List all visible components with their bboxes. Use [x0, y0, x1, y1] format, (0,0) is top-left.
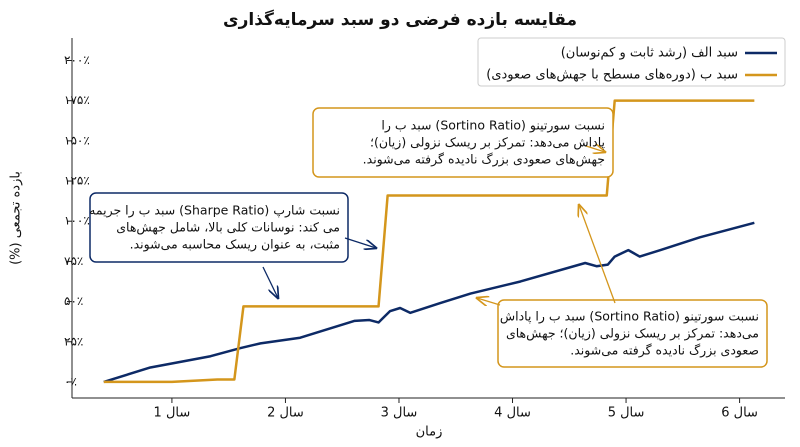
- legend-label: سبد الف (رشد ثابت و کم‌نوسان): [561, 46, 738, 61]
- x-tick-label: سال 2: [267, 406, 304, 421]
- annotation-arrow: [579, 205, 616, 304]
- annotation-text: می کند: نوسانات کلی بالا، شامل جهش‌های: [116, 220, 340, 236]
- chart-title: مقایسه بازده فرضی دو سبد سرمایه‌گذاری: [223, 9, 577, 30]
- y-tick-label: ۷۵٪: [64, 254, 83, 268]
- annotation-text: مثبت، به عنوان ریسک محاسبه می‌شوند.: [130, 237, 340, 253]
- y-tick-label: ۱۲۵٪: [64, 174, 90, 188]
- annotation-box: [89, 192, 349, 263]
- annotation-text: نسبت سورتینو (Sortino Ratio) سبد ب را: [381, 118, 605, 134]
- x-tick-label: سال 3: [381, 406, 418, 421]
- y-tick-label: ۲۵٪: [64, 334, 83, 348]
- annotation-arrow: [344, 237, 376, 248]
- y-tick-label: ۲۰۰٪: [64, 53, 90, 67]
- y-tick-label: ۱۰۰٪: [64, 214, 90, 228]
- y-tick-label: ۱۷۵٪: [64, 93, 90, 107]
- annotation-text: می‌دهد: تمرکز بر ریسک نزولی (زیان)؛ جهش‌…: [506, 326, 759, 342]
- annotation-box: [497, 299, 768, 368]
- legend-label: سبد ب (دوره‌های مسطح با جهش‌های صعودی): [486, 68, 738, 83]
- plot-area: ۰٪ ۲۵٪ ۵۰٪ ۷۵٪ ۱۰۰٪ ۱۲۵٪ ۱۵۰٪ ۱۷۵٪ ۲۰۰٪ سال 1 سال …: [64, 38, 785, 421]
- annotation-text: نسبت شارپ (Sharpe Ratio) سبد ب را جریمه: [89, 203, 340, 219]
- x-axis-label: زمان: [416, 425, 443, 440]
- y-axis-label: بازده تجمعی (%): [9, 171, 24, 265]
- y-tick-label: ۵۰٪: [64, 294, 83, 308]
- annotation-text: پاداش می‌دهد: تمرکز بر ریسک نزولی (زیان)…: [370, 135, 606, 151]
- y-tick-label: ۱۵۰٪: [64, 133, 90, 147]
- annotation-arrow: [477, 298, 501, 305]
- x-tick-label: سال 5: [608, 406, 645, 421]
- annotation-text: صعودی بزرگ نادیده گرفته می‌شوند.: [570, 343, 759, 359]
- x-tick-label: سال 1: [154, 406, 191, 421]
- legend: سبد الف (رشد ثابت و کم‌نوسان) سبد ب (دوره…: [477, 37, 786, 87]
- x-tick-label: سال 4: [494, 406, 531, 421]
- annotation-arrow: [585, 146, 605, 152]
- legend-box: [477, 37, 786, 87]
- annotations: نسبت شارپ (Sharpe Ratio) سبد ب را جریمهم…: [89, 118, 759, 359]
- y-tick-label: ۰٪: [64, 374, 77, 388]
- annotation-text: جهش‌های صعودی بزرگ نادیده گرفته می‌شوند.: [363, 152, 605, 168]
- series-line: [103, 221, 755, 384]
- annotation-text: نسبت سورتینو (Sortino Ratio) سبد ب را پا…: [500, 309, 759, 325]
- annotation-arrow: [262, 266, 278, 298]
- annotation-box: [312, 107, 614, 178]
- x-tick-label: سال 6: [721, 406, 758, 421]
